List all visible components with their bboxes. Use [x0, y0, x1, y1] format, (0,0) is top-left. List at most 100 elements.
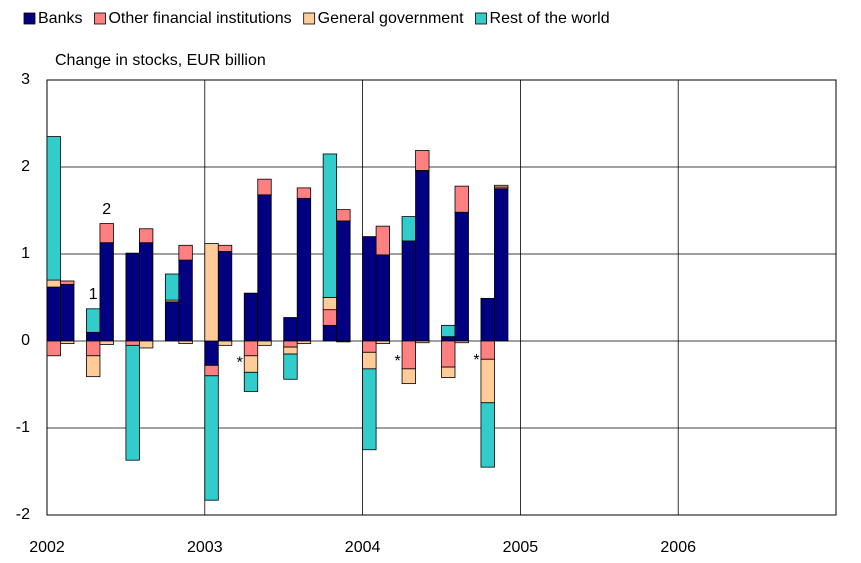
bar-segment — [217, 340, 233, 346]
bar-segment — [322, 309, 338, 326]
bar-segment — [217, 244, 233, 252]
legend-label: General government — [318, 10, 464, 27]
bar-segment — [204, 340, 219, 366]
x-tick-label: 2004 — [345, 539, 381, 556]
bar-segment — [296, 197, 312, 342]
bar-segment — [283, 346, 298, 355]
bar-segment — [164, 273, 180, 301]
bar-segment — [494, 184, 509, 188]
bar-segment — [60, 280, 75, 285]
bar-segment — [480, 340, 495, 360]
bar-segment — [401, 240, 416, 342]
annotation: * — [473, 352, 479, 369]
bar-segment — [257, 178, 272, 196]
y-tick-label: 2 — [21, 158, 30, 175]
bar-segment — [322, 153, 338, 298]
bar-segment — [46, 279, 61, 288]
bar-segment — [362, 351, 377, 370]
annotation: 1 — [89, 286, 98, 303]
annotation: 2 — [102, 201, 111, 218]
bar-segment — [125, 340, 140, 346]
bar-segment — [204, 364, 219, 377]
bar-segment — [138, 228, 154, 244]
bar-segment — [257, 194, 272, 342]
bar-segment — [296, 340, 312, 345]
bar-segment — [283, 317, 298, 342]
bar-segment — [99, 242, 114, 342]
bar-segment — [454, 211, 469, 342]
bar-segment — [441, 366, 456, 378]
bar-segment — [86, 355, 101, 378]
bar-segment — [125, 252, 140, 342]
bar-segment — [322, 324, 338, 342]
bar-segment — [480, 297, 495, 342]
legend-swatch — [475, 12, 487, 25]
bar-segment — [178, 244, 193, 261]
bar-segment — [46, 136, 61, 281]
bar-segment — [441, 336, 456, 342]
bar-segment — [86, 308, 101, 333]
bar-segment — [296, 187, 312, 199]
bar-segment — [86, 331, 101, 342]
y-tick-label: 1 — [21, 245, 30, 262]
bar-segment — [401, 340, 416, 370]
x-tick-label: 2003 — [187, 539, 223, 556]
y-tick-label: 0 — [21, 332, 30, 349]
x-tick-label: 2002 — [29, 539, 65, 556]
bar-segment — [415, 170, 430, 342]
bar-segment — [415, 340, 430, 344]
bar-segment — [99, 223, 114, 244]
bar-segment — [362, 236, 377, 342]
bar-segment — [99, 340, 114, 345]
bar-segment — [257, 340, 272, 346]
bar-segment — [283, 340, 298, 348]
bar-segment — [415, 150, 430, 171]
bar-segment — [454, 185, 469, 213]
y-axis-label: Change in stocks, EUR billion — [55, 52, 266, 69]
legend-swatch — [303, 12, 316, 25]
bar-segment — [401, 368, 416, 385]
legend-label: Banks — [38, 10, 82, 27]
bar-segment — [454, 340, 469, 344]
bar-segment — [138, 242, 154, 342]
bar-segment — [164, 301, 180, 342]
bar-segment — [243, 340, 259, 357]
legend-swatch — [23, 12, 36, 25]
annotation: * — [394, 353, 400, 370]
y-tick-label: -1 — [16, 419, 30, 436]
bar-segment — [60, 284, 75, 342]
bar-segment — [204, 375, 219, 501]
bar-segment — [60, 340, 75, 345]
bar-segment — [125, 344, 140, 461]
bar-segment — [336, 220, 351, 342]
bar-segment — [480, 358, 495, 404]
x-tick-label: 2006 — [660, 539, 696, 556]
bar-segment — [138, 340, 154, 349]
bar-segment — [336, 340, 351, 343]
y-tick-label: 3 — [21, 71, 30, 88]
bar-segment — [243, 292, 259, 342]
bar-segment — [46, 340, 61, 357]
bar-segment — [243, 371, 259, 392]
bar-segment — [46, 286, 61, 342]
bar-segment — [204, 243, 219, 342]
bar-segment — [362, 340, 377, 353]
annotation: * — [237, 355, 243, 372]
bar-segment — [375, 225, 391, 256]
bar-segment — [217, 250, 233, 342]
bar-segment — [375, 254, 391, 342]
bar-segment — [494, 188, 509, 342]
legend-label: Rest of the world — [490, 10, 610, 27]
bar-segment — [178, 259, 193, 342]
bar-segment — [401, 216, 416, 242]
bar-segment — [86, 340, 101, 357]
bar-segment — [322, 297, 338, 311]
bar-segment — [441, 324, 456, 338]
bar-segment — [243, 355, 259, 373]
bar-segment — [441, 340, 456, 368]
legend-label: Other financial institutions — [108, 10, 291, 27]
x-tick-label: 2005 — [503, 539, 539, 556]
bar-segment — [283, 353, 298, 380]
y-tick-label: -2 — [16, 506, 30, 523]
